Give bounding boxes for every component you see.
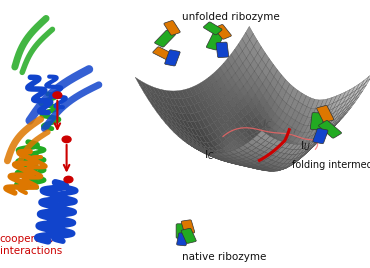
FancyBboxPatch shape: [176, 233, 188, 246]
Circle shape: [64, 176, 73, 183]
FancyBboxPatch shape: [216, 42, 229, 58]
FancyBboxPatch shape: [204, 22, 222, 35]
FancyBboxPatch shape: [214, 25, 231, 39]
Circle shape: [62, 136, 71, 143]
Circle shape: [53, 92, 62, 98]
FancyBboxPatch shape: [176, 224, 186, 238]
Text: I$_U$: I$_U$: [300, 139, 311, 153]
Text: N: N: [183, 209, 193, 222]
FancyBboxPatch shape: [164, 21, 180, 35]
Text: folding intermediates: folding intermediates: [292, 160, 370, 170]
FancyBboxPatch shape: [165, 50, 180, 66]
Text: cooperative
interactions: cooperative interactions: [0, 234, 62, 256]
FancyBboxPatch shape: [317, 106, 334, 122]
Text: native ribozyme: native ribozyme: [182, 252, 266, 262]
Text: I$_C$: I$_C$: [204, 148, 215, 162]
FancyBboxPatch shape: [153, 47, 173, 60]
FancyBboxPatch shape: [181, 228, 196, 243]
FancyBboxPatch shape: [181, 220, 195, 234]
FancyBboxPatch shape: [310, 113, 324, 130]
FancyBboxPatch shape: [155, 30, 175, 47]
FancyBboxPatch shape: [319, 120, 342, 138]
FancyBboxPatch shape: [313, 128, 328, 144]
FancyBboxPatch shape: [206, 33, 223, 50]
Text: unfolded ribozyme: unfolded ribozyme: [182, 12, 280, 22]
